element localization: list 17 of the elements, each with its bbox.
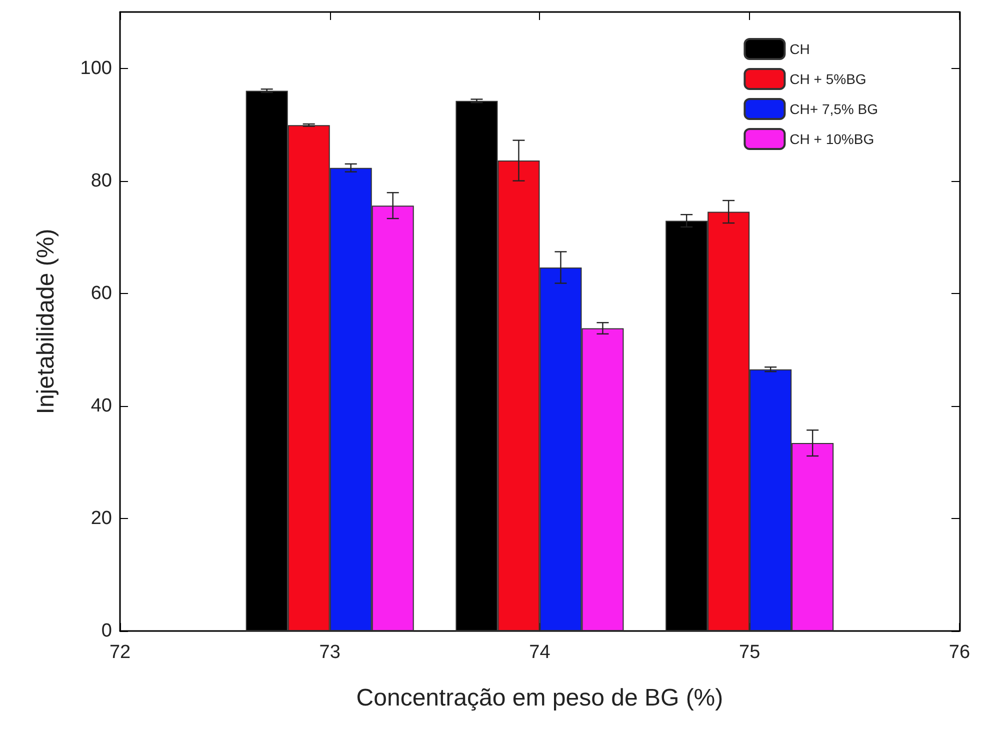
x-tick-label: 72 bbox=[109, 642, 131, 663]
y-axis-title: Injetabilidade (%) bbox=[32, 228, 60, 414]
x-tick-label: 76 bbox=[948, 642, 970, 663]
legend-label: CH bbox=[790, 41, 810, 57]
x-tick-label: 75 bbox=[739, 642, 760, 663]
x-tick-label: 73 bbox=[319, 642, 340, 663]
y-tick-label: 100 bbox=[80, 58, 112, 79]
y-tick-label: 20 bbox=[90, 508, 112, 529]
x-tick-label: 74 bbox=[529, 642, 551, 663]
y-tick-label: 0 bbox=[101, 620, 112, 642]
legend-label: CH + 5%BG bbox=[790, 71, 866, 87]
legend-label: CH+ 7,5% BG bbox=[790, 101, 878, 117]
y-tick-label: 80 bbox=[90, 170, 112, 192]
y-tick-label: 40 bbox=[90, 395, 112, 416]
legend-label: CH + 10%BG bbox=[790, 131, 874, 147]
x-axis-title: Concentração em peso de BG (%) bbox=[356, 684, 724, 712]
y-tick-label: 60 bbox=[90, 282, 112, 304]
